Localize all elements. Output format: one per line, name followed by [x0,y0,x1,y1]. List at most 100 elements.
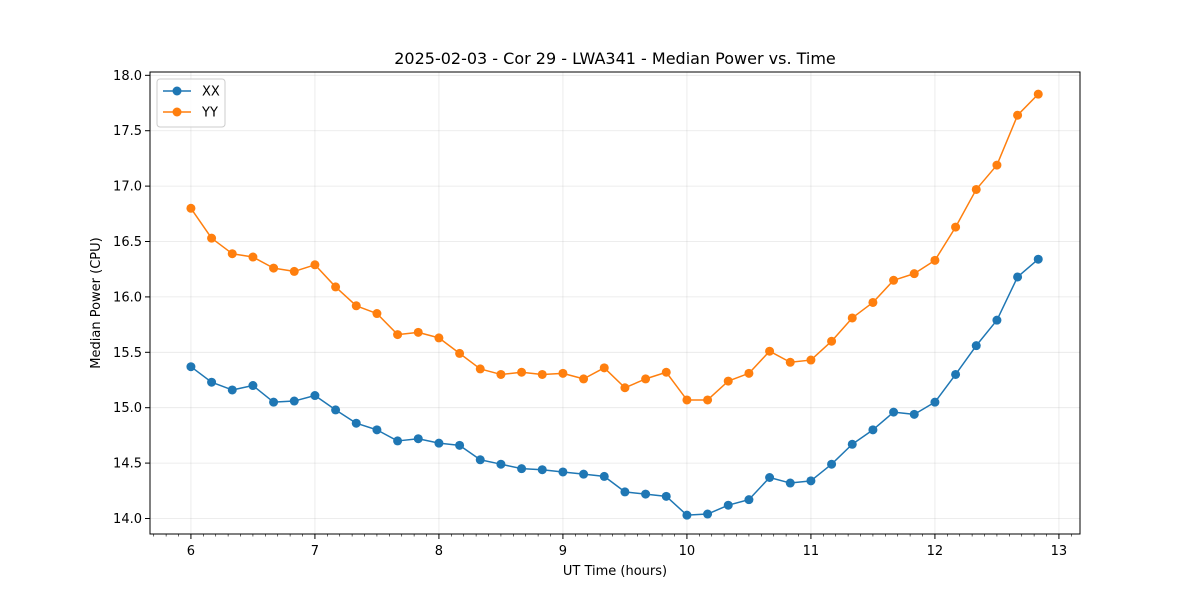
y-tick-label: 14.5 [113,457,142,472]
y-tick-label: 16.0 [113,290,142,305]
x-axis-label: UT Time (hours) [563,564,667,579]
data-point-yy [455,348,465,358]
data-point-yy [269,263,279,273]
data-point-yy [310,260,320,270]
data-point-xx [599,471,609,481]
data-point-yy [558,368,568,378]
data-point-xx [1033,254,1043,264]
data-point-yy [620,383,630,393]
legend-label-yy: YY [201,106,218,121]
data-point-xx [248,381,258,391]
data-point-yy [496,369,506,379]
data-point-yy [1033,89,1043,99]
data-point-xx [971,341,981,351]
y-tick-label: 18.0 [113,69,142,84]
data-point-xx [475,455,485,465]
data-point-yy [579,374,589,384]
data-point-xx [682,510,692,520]
series-yy [186,89,1043,405]
data-point-yy [207,233,217,243]
data-point-yy [868,297,878,307]
data-point-xx [558,467,568,477]
data-point-yy [785,357,795,367]
data-point-yy [992,160,1002,170]
x-tick-label: 13 [1051,544,1068,559]
data-point-yy [889,275,899,285]
data-point-xx [785,478,795,488]
data-point-yy [289,266,299,276]
data-point-xx [537,465,547,475]
data-point-xx [517,464,527,474]
x-tick-label: 12 [927,544,944,559]
data-point-yy [372,309,382,319]
series-xx [186,254,1043,520]
data-point-xx [765,472,775,482]
data-point-xx [827,459,837,469]
legend: XX YY [156,78,226,128]
data-point-yy [393,330,403,340]
plot-area-frame [149,71,1081,535]
x-tick-label: 7 [311,544,319,559]
data-point-xx [434,438,444,448]
data-point-yy [723,376,733,386]
data-point-xx [889,407,899,417]
data-point-yy [930,255,940,265]
data-point-xx [269,397,279,407]
legend-label-xx: XX [202,85,220,100]
data-point-yy [186,203,196,213]
data-point-xx [579,469,589,479]
data-point-yy [744,368,754,378]
data-point-xx [393,436,403,446]
data-point-xx [641,489,651,499]
x-tick-label: 11 [803,544,820,559]
legend-marker-xx [172,86,182,96]
data-point-xx [992,315,1002,325]
data-point-xx [930,397,940,407]
data-point-xx [351,418,361,428]
data-point-xx [1013,272,1023,282]
data-point-yy [475,364,485,374]
legend-marker-yy [172,107,182,117]
y-tick-label: 17.0 [113,180,142,195]
data-point-yy [703,395,713,405]
y-axis-label: Median Power (CPU) [89,237,104,368]
y-tick-label: 17.5 [113,124,142,139]
data-point-xx [847,439,857,449]
data-point-xx [186,362,196,372]
data-point-yy [413,327,423,337]
data-point-xx [331,405,341,415]
data-point-xx [661,491,671,501]
data-point-yy [661,367,671,377]
data-point-xx [620,487,630,497]
data-point-yy [847,313,857,323]
data-point-xx [227,385,237,395]
data-point-xx [289,396,299,406]
data-point-xx [951,369,961,379]
data-point-xx [496,459,506,469]
x-axis: 6 7 8 9 10 11 12 13 [153,534,1072,559]
data-point-xx [744,495,754,505]
grid [150,72,1080,534]
data-point-yy [909,269,919,279]
data-point-yy [351,301,361,311]
data-point-xx [310,391,320,401]
y-tick-label: 15.5 [113,346,142,361]
data-point-yy [806,355,816,365]
chart-title: 2025-02-03 - Cor 29 - LWA341 - Median Po… [394,49,836,68]
data-point-xx [868,425,878,435]
data-point-yy [599,363,609,373]
data-point-yy [537,369,547,379]
series-group [186,89,1043,520]
y-axis: 14.0 14.5 15.0 15.5 16.0 16.5 17.0 17.5 18.0 [113,69,150,527]
x-tick-label: 10 [679,544,696,559]
x-tick-label: 8 [435,544,443,559]
data-point-xx [806,476,816,486]
x-tick-label: 9 [559,544,567,559]
data-point-yy [331,282,341,292]
data-point-yy [641,374,651,384]
data-point-xx [372,425,382,435]
data-point-xx [723,500,733,510]
series-line-xx [190,258,1039,516]
data-point-xx [455,440,465,450]
